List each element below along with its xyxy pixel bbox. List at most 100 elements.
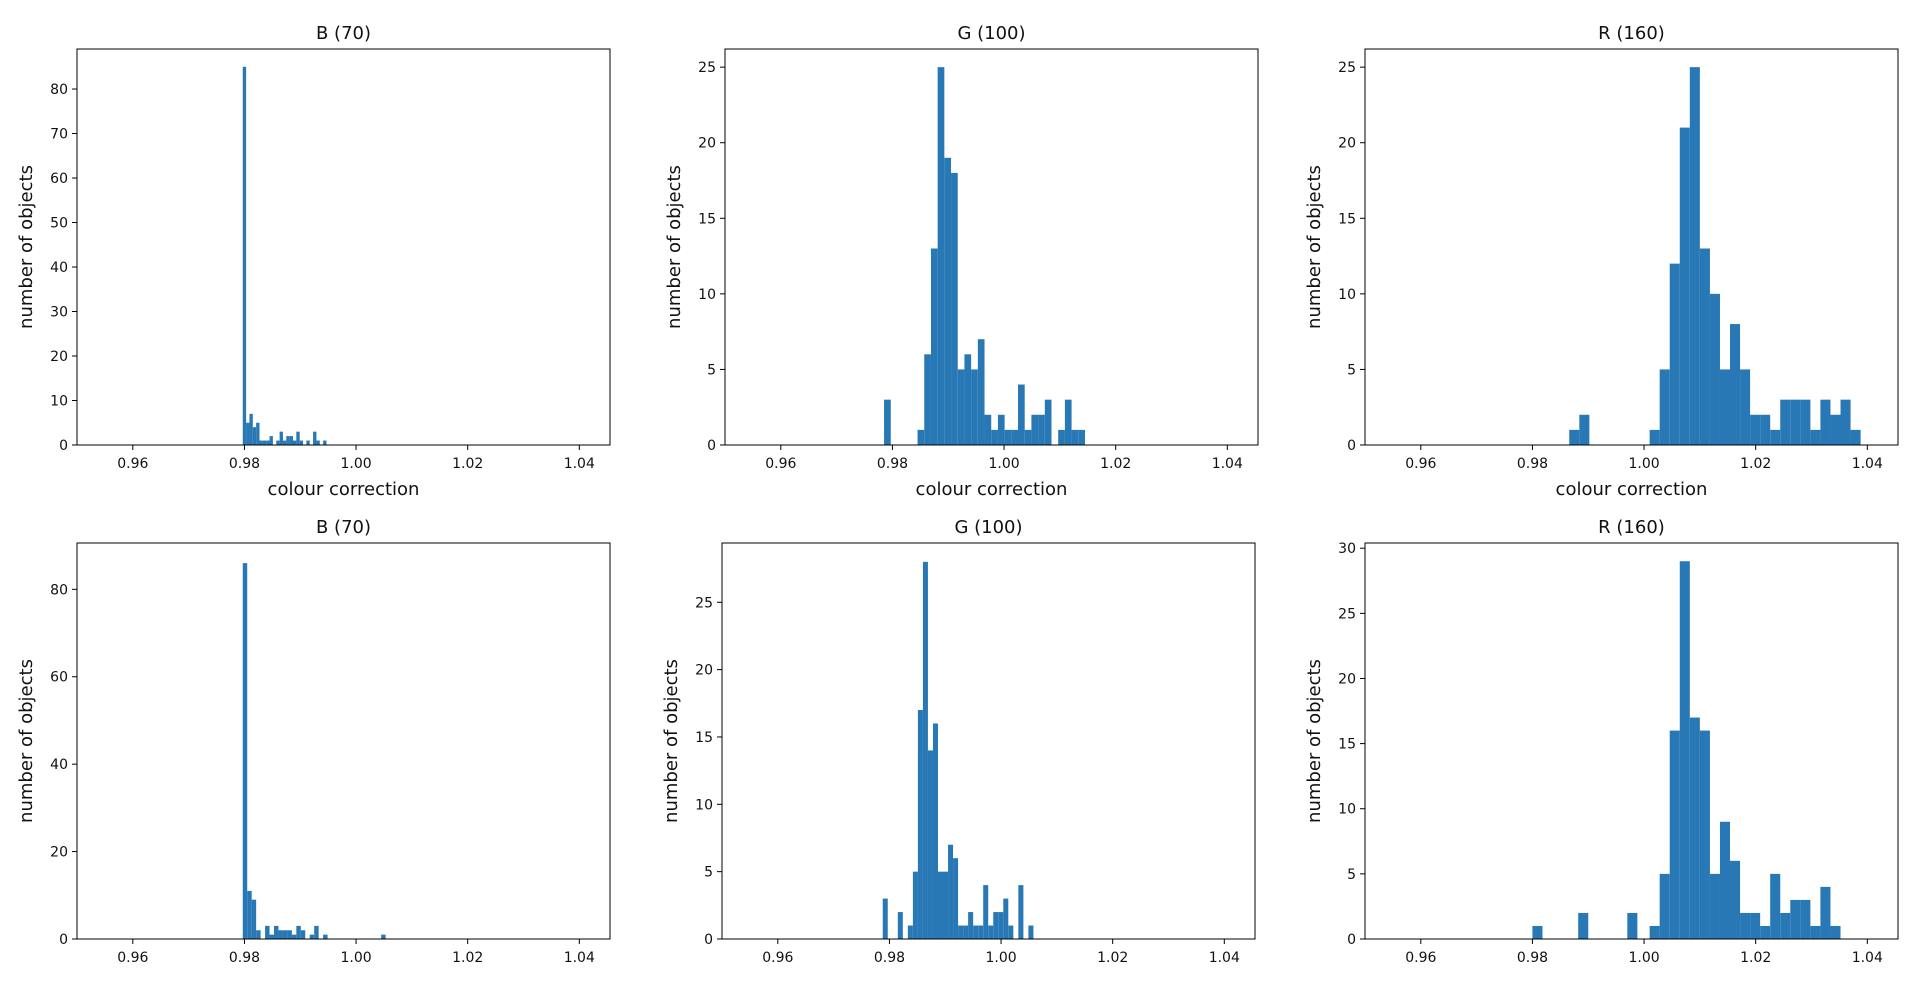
x-tick-label: 1.02: [1740, 950, 1771, 966]
histogram-bar: [256, 930, 261, 939]
y-tick-label: 10: [1338, 802, 1356, 818]
histogram-bar: [1699, 248, 1710, 445]
histogram-bar: [968, 912, 974, 939]
histogram-bar: [983, 885, 989, 939]
histogram-bar: [1669, 263, 1680, 445]
histogram-bar: [1028, 925, 1034, 939]
histogram-bar: [988, 925, 994, 939]
chart-title: G (100): [957, 23, 1025, 44]
histogram-bar: [1071, 429, 1079, 445]
y-tick-label: 60: [50, 171, 68, 187]
x-tick-label: 0.96: [1405, 950, 1436, 966]
y-axis-label: number of objects: [16, 165, 37, 329]
histogram-bar: [937, 67, 945, 445]
histogram-bar: [287, 930, 292, 939]
histogram-bar: [1649, 925, 1660, 939]
histogram-bar: [1004, 429, 1012, 445]
histogram-bar: [1689, 717, 1700, 939]
histogram-bar: [381, 934, 386, 939]
histogram-bar: [1810, 925, 1821, 939]
y-axis-label: number of objects: [1304, 659, 1325, 823]
plot-frame: [724, 48, 1259, 446]
x-tick-label: 1.00: [988, 456, 1019, 472]
histogram-bar: [1790, 899, 1801, 939]
x-tick-label: 0.96: [117, 950, 148, 966]
x-tick-label: 1.04: [564, 950, 595, 966]
y-tick-label: 0: [704, 932, 713, 948]
histogram-bar: [884, 399, 891, 445]
x-axis-label: colour correction: [268, 479, 420, 500]
histogram-bar: [1820, 886, 1831, 939]
histogram-bar: [917, 710, 923, 939]
histogram-bar: [924, 354, 931, 445]
y-tick-label: 80: [50, 82, 68, 98]
x-tick-label: 0.96: [765, 456, 796, 472]
y-tick-label: 30: [1338, 541, 1356, 557]
histogram-bar: [279, 431, 283, 445]
histogram-panel: 0.96 0.98 1.00 1.02 1.04 0 5 10 15 20 25 30 R (160) n…: [1304, 517, 1899, 966]
y-tick-label: 0: [1347, 438, 1356, 454]
histogram-bar: [948, 844, 954, 939]
y-tick-label: 15: [1338, 737, 1356, 753]
histogram-bar: [1740, 912, 1751, 939]
chart-title: G (100): [954, 517, 1022, 538]
histogram-bar: [246, 422, 250, 445]
histogram-bar: [944, 157, 952, 445]
x-axis-label: colour correction: [1556, 479, 1708, 500]
histogram-bar: [323, 934, 328, 939]
histogram-bar: [1031, 414, 1039, 445]
histogram-bar: [269, 436, 273, 445]
chart-title: B (70): [316, 517, 371, 538]
histogram-bar: [1760, 414, 1771, 445]
histogram-bar: [1044, 399, 1052, 445]
y-tick-label: 0: [707, 438, 716, 454]
histogram-bar: [1569, 429, 1580, 445]
y-axis-label: number of objects: [16, 659, 37, 823]
x-tick-label: 1.04: [564, 456, 595, 472]
histogram-bar: [930, 248, 938, 445]
histogram-panel: 0.96 0.98 1.00 1.02 1.04 0 5 10 15 20 25 R (160) num…: [1304, 23, 1899, 500]
y-tick-label: 25: [1338, 60, 1356, 76]
histogram-bar: [1679, 127, 1690, 445]
y-tick-label: 20: [698, 136, 716, 152]
histogram-bar: [958, 925, 964, 939]
histogram-bar: [1750, 414, 1761, 445]
y-tick-label: 10: [1338, 287, 1356, 303]
y-tick-label: 5: [707, 362, 716, 378]
histogram-bar: [978, 925, 984, 939]
histogram-panel: 0.96 0.98 1.00 1.02 1.04 0 20 40 60 80 B (70) numbe…: [16, 517, 611, 966]
histogram-bar: [1659, 873, 1670, 939]
histogram-bar: [323, 440, 327, 445]
y-tick-label: 30: [50, 305, 68, 321]
y-tick-label: 25: [1338, 606, 1356, 622]
y-tick-label: 20: [1338, 136, 1356, 152]
histogram-bar: [291, 934, 297, 939]
y-tick-label: 10: [695, 797, 713, 813]
histogram-bar: [262, 440, 267, 445]
histogram-bar: [249, 413, 253, 445]
histogram-bar: [1770, 429, 1781, 445]
x-tick-label: 0.98: [1517, 950, 1548, 966]
histogram-bar: [991, 429, 998, 445]
histogram-bar: [309, 934, 315, 939]
histogram-bar: [882, 898, 888, 939]
x-tick-label: 1.00: [1628, 456, 1659, 472]
y-tick-label: 20: [695, 663, 713, 679]
histogram-bar: [951, 172, 958, 445]
y-tick-label: 15: [698, 211, 716, 227]
histogram-bar: [1038, 414, 1045, 445]
histogram-bar: [306, 440, 310, 445]
histogram-bar: [1018, 885, 1024, 939]
histogram-bar: [1578, 912, 1589, 939]
histogram-bar: [1532, 925, 1543, 939]
plot-frame: [76, 48, 611, 446]
x-tick-label: 1.00: [1628, 950, 1659, 966]
y-tick-label: 10: [698, 287, 716, 303]
y-axis-label: number of objects: [664, 165, 685, 329]
x-tick-label: 0.98: [874, 950, 905, 966]
x-tick-label: 0.98: [229, 950, 260, 966]
histogram-bar: [314, 925, 319, 939]
histogram-bar: [1008, 925, 1014, 939]
histogram-bar: [1003, 898, 1009, 939]
histogram-bar: [1579, 414, 1590, 445]
